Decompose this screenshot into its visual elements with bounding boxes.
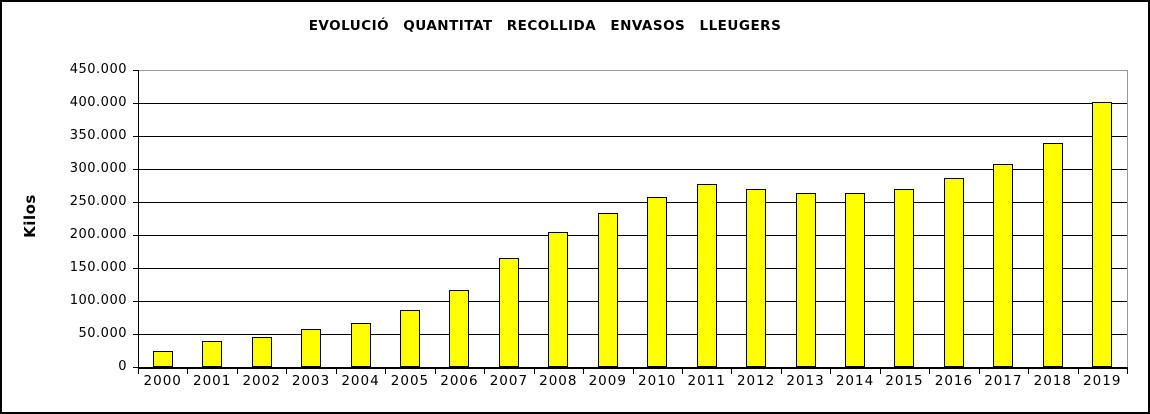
x-tick-label: 2005 xyxy=(390,373,430,389)
x-axis-tick xyxy=(484,369,486,374)
x-axis-tick xyxy=(780,369,782,374)
bar xyxy=(301,329,322,367)
x-axis-tick xyxy=(681,369,683,374)
y-axis-tick xyxy=(133,169,138,170)
gridline xyxy=(138,334,1127,335)
x-axis-tick xyxy=(583,369,585,374)
x-tick-label: 2014 xyxy=(835,373,875,389)
y-tick-label: 50.000 xyxy=(78,326,127,341)
x-tick-label: 2008 xyxy=(539,373,578,389)
bar xyxy=(449,290,470,367)
x-tick-label: 2000 xyxy=(143,373,182,389)
x-axis-tick xyxy=(879,369,881,374)
y-axis-line xyxy=(138,70,139,367)
bar xyxy=(399,309,420,367)
y-tick-label: 300.000 xyxy=(69,161,127,176)
y-tick-label: 100.000 xyxy=(69,293,127,308)
y-axis-tick xyxy=(133,235,138,236)
bar xyxy=(1042,142,1063,367)
bar xyxy=(202,340,223,367)
bar xyxy=(746,189,767,367)
x-axis-tick xyxy=(434,369,436,374)
y-tick-label: 450.000 xyxy=(69,62,127,77)
x-tick-label: 2009 xyxy=(588,373,627,389)
gridline xyxy=(138,301,1127,302)
x-axis-tick xyxy=(335,369,337,374)
x-axis-tick xyxy=(385,369,387,374)
x-tick-label: 2003 xyxy=(291,373,331,389)
x-tick-label: 2007 xyxy=(489,373,529,389)
y-axis-tick xyxy=(133,70,138,71)
y-axis-tick xyxy=(133,103,138,104)
bar xyxy=(647,197,668,367)
bar xyxy=(845,193,866,367)
y-tick-label: 350.000 xyxy=(69,128,127,143)
x-tick-label: 2015 xyxy=(885,373,924,389)
gridline xyxy=(138,268,1127,269)
x-axis-line xyxy=(138,367,1128,369)
x-axis-tick xyxy=(1028,369,1030,374)
y-tick-label: 400.000 xyxy=(69,95,127,110)
y-axis-tick xyxy=(133,367,138,368)
x-axis-tick xyxy=(830,369,832,374)
x-tick-label: 2016 xyxy=(934,373,974,389)
bar xyxy=(696,183,717,367)
x-tick-label: 2002 xyxy=(242,373,281,389)
plot-border-top xyxy=(138,70,1128,71)
x-tick-label: 2017 xyxy=(984,373,1023,389)
gridline xyxy=(138,202,1127,203)
y-tick-label: 250.000 xyxy=(69,194,127,209)
bar xyxy=(993,163,1014,367)
x-tick-label: 2001 xyxy=(192,373,232,389)
bar xyxy=(548,232,569,367)
bar xyxy=(597,212,618,367)
bar xyxy=(1092,101,1113,367)
x-tick-label: 2019 xyxy=(1083,373,1122,389)
y-tick-label: 150.000 xyxy=(69,260,127,275)
x-axis-tick xyxy=(187,369,189,374)
gridline xyxy=(138,136,1127,137)
gridline xyxy=(138,103,1127,104)
x-axis-tick xyxy=(929,369,931,374)
x-axis-tick xyxy=(138,369,139,374)
y-axis-tick xyxy=(133,334,138,335)
bar xyxy=(498,258,519,367)
x-axis-tick xyxy=(978,369,980,374)
y-axis-tick xyxy=(133,301,138,302)
gridline xyxy=(138,169,1127,170)
x-tick-label: 2013 xyxy=(786,373,825,389)
bar xyxy=(251,337,272,367)
x-tick-label: 2006 xyxy=(440,373,479,389)
y-axis-tick xyxy=(133,136,138,137)
chart-title: EVOLUCIÓ QUANTITAT RECOLLIDA ENVASOS LLE… xyxy=(308,18,782,34)
bar xyxy=(943,177,964,367)
x-axis-tick xyxy=(236,369,238,374)
x-axis-tick xyxy=(1077,369,1079,374)
x-tick-label: 2012 xyxy=(736,373,776,389)
x-axis-tick xyxy=(731,369,733,374)
y-axis-tick xyxy=(133,268,138,269)
x-tick-label: 2010 xyxy=(638,373,677,389)
x-axis-tick xyxy=(1127,369,1128,374)
x-axis-tick xyxy=(533,369,535,374)
bar xyxy=(795,193,816,367)
y-tick-label: 200.000 xyxy=(69,227,127,242)
x-tick-label: 2018 xyxy=(1033,373,1072,389)
x-tick-label: 2004 xyxy=(341,373,380,389)
gridline xyxy=(138,235,1127,236)
x-axis-tick xyxy=(632,369,634,374)
y-tick-label: 0 xyxy=(118,359,127,374)
bar xyxy=(152,351,173,367)
plot-border-right xyxy=(1127,70,1128,367)
bar xyxy=(894,189,915,367)
y-axis-tick xyxy=(133,202,138,203)
x-tick-label: 2011 xyxy=(687,373,726,389)
bar xyxy=(350,322,371,367)
x-axis-tick xyxy=(286,369,288,374)
